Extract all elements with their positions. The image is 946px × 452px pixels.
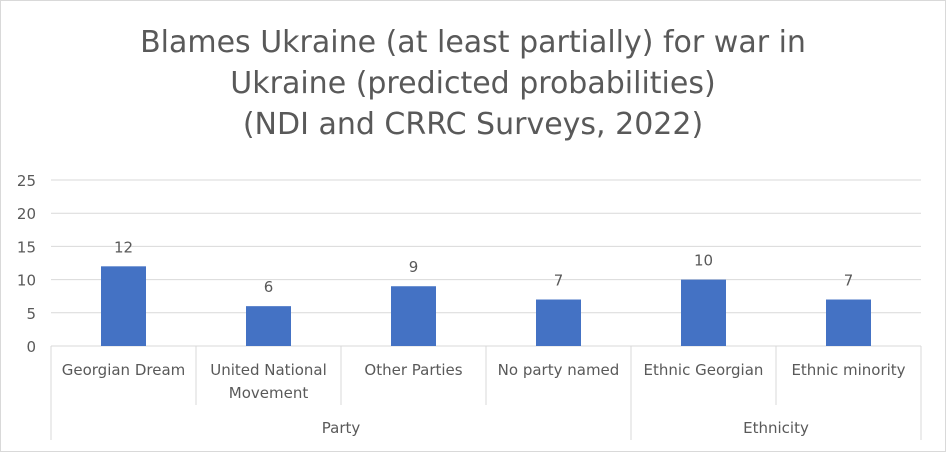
x-category-label: United National xyxy=(210,361,327,379)
data-label: 6 xyxy=(264,278,274,296)
chart-title: Blames Ukraine (at least partially) for … xyxy=(0,22,946,145)
bar xyxy=(681,279,726,346)
data-label: 12 xyxy=(114,238,133,256)
x-category-label: No party named xyxy=(498,361,620,379)
y-tick-label: 5 xyxy=(26,305,36,323)
x-category-label: Other Parties xyxy=(364,361,462,379)
bar xyxy=(101,266,146,346)
y-tick-label: 25 xyxy=(17,172,36,190)
y-tick-label: 15 xyxy=(17,238,36,256)
data-label: 10 xyxy=(694,252,713,270)
bar xyxy=(536,299,581,346)
x-category-label: Ethnic Georgian xyxy=(644,361,764,379)
bar xyxy=(826,299,871,346)
y-tick-label: 20 xyxy=(17,205,36,223)
x-category-label: Ethnic minority xyxy=(791,361,905,379)
x-category-label: Movement xyxy=(229,384,309,402)
bar xyxy=(391,286,436,346)
chart-title-line-1: Blames Ukraine (at least partially) for … xyxy=(140,25,806,60)
x-group-label: Ethnicity xyxy=(743,419,809,437)
y-tick-label: 0 xyxy=(26,338,36,356)
data-label: 9 xyxy=(409,258,419,276)
x-category-label: Georgian Dream xyxy=(62,361,186,379)
chart-title-line-3: (NDI and CRRC Surveys, 2022) xyxy=(242,107,704,142)
x-group-label: Party xyxy=(322,419,361,437)
data-label: 7 xyxy=(554,272,564,290)
bar xyxy=(246,306,291,346)
y-tick-label: 10 xyxy=(17,272,36,290)
chart-title-line-2: Ukraine (predicted probabilities) xyxy=(230,66,716,101)
data-label: 7 xyxy=(844,272,854,290)
